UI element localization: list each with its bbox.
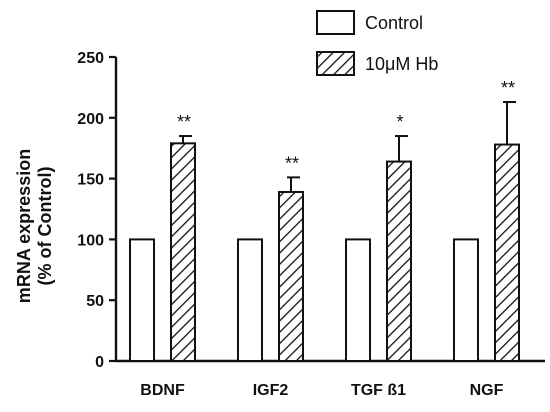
significance-label: ** xyxy=(501,78,515,98)
significance-label: * xyxy=(396,112,403,132)
legend-label-hb: 10μM Hb xyxy=(365,54,438,74)
legend: Control 10μM Hb xyxy=(316,10,438,76)
y-tick-label: 100 xyxy=(77,232,104,249)
error-bars xyxy=(179,100,516,192)
y-tick-label: 50 xyxy=(86,293,104,310)
bar-control xyxy=(129,238,155,362)
y-axis-title-line-2: (% of Control) xyxy=(35,167,55,286)
y-axis-ticks: 0 50 100 150 200 250 xyxy=(77,50,116,371)
y-axis-title-line-1: mRNA expression xyxy=(14,149,34,303)
legend-swatch-control xyxy=(316,10,355,35)
bar-treatment xyxy=(278,190,304,362)
x-category-label: BDNF xyxy=(140,382,185,399)
x-category-label: TGF ß1 xyxy=(351,382,406,399)
bars xyxy=(129,142,520,362)
significance-labels: ******* xyxy=(177,78,515,173)
bar-control xyxy=(453,238,479,362)
bar-treatment xyxy=(170,142,196,362)
bar-control xyxy=(237,238,263,362)
significance-label: ** xyxy=(177,112,191,132)
x-axis-category-labels: BDNF IGF2 TGF ß1 NGF xyxy=(140,382,503,399)
x-category-label: NGF xyxy=(470,382,504,399)
y-tick-label: 150 xyxy=(77,172,104,189)
legend-swatch-hb xyxy=(316,51,355,76)
bar-treatment xyxy=(386,160,412,362)
legend-label-control: Control xyxy=(365,13,423,33)
bar-control xyxy=(345,238,371,362)
y-tick-label: 250 xyxy=(77,50,104,67)
x-category-label: IGF2 xyxy=(253,382,289,399)
y-tick-label: 0 xyxy=(95,354,104,371)
bar-treatment xyxy=(494,143,520,362)
y-axis-title: mRNA expression (% of Control) xyxy=(14,149,55,303)
significance-label: ** xyxy=(285,153,299,173)
y-tick-label: 200 xyxy=(77,111,104,128)
